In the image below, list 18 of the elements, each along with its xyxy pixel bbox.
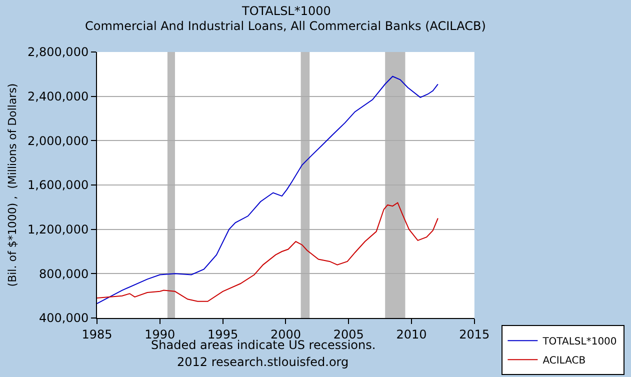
x-tick-label: 2010	[396, 327, 427, 342]
legend-label: ACILACB	[542, 356, 586, 367]
x-tick-label: 2015	[459, 327, 490, 342]
y-tick-label: 2,800,000	[28, 45, 89, 60]
y-tick-label: 1,600,000	[28, 178, 89, 192]
line-series	[97, 202, 438, 302]
legend-label: TOTALSL*1000	[542, 336, 617, 348]
chart-title: TOTALSL*1000	[241, 4, 331, 18]
line-series	[97, 76, 438, 304]
y-tick-label: 400,000	[38, 311, 89, 326]
text: 2012 research.stlouisfed.org	[177, 355, 349, 369]
chart-subtitle: Commercial And Industrial Loans, All Commercial Banks (ACILACB)	[85, 19, 486, 33]
y-tick-label: 2,400,000	[28, 90, 89, 104]
y-tick-label: 800,000	[38, 266, 89, 281]
y-tick-label: 1,200,000	[28, 222, 89, 237]
y-tick-label: 2,000,000	[28, 134, 89, 148]
y-axis-title: (Bil. of $*1000) , (Millions of Dollars)	[6, 83, 20, 287]
x-tick-label: 1985	[82, 327, 112, 342]
